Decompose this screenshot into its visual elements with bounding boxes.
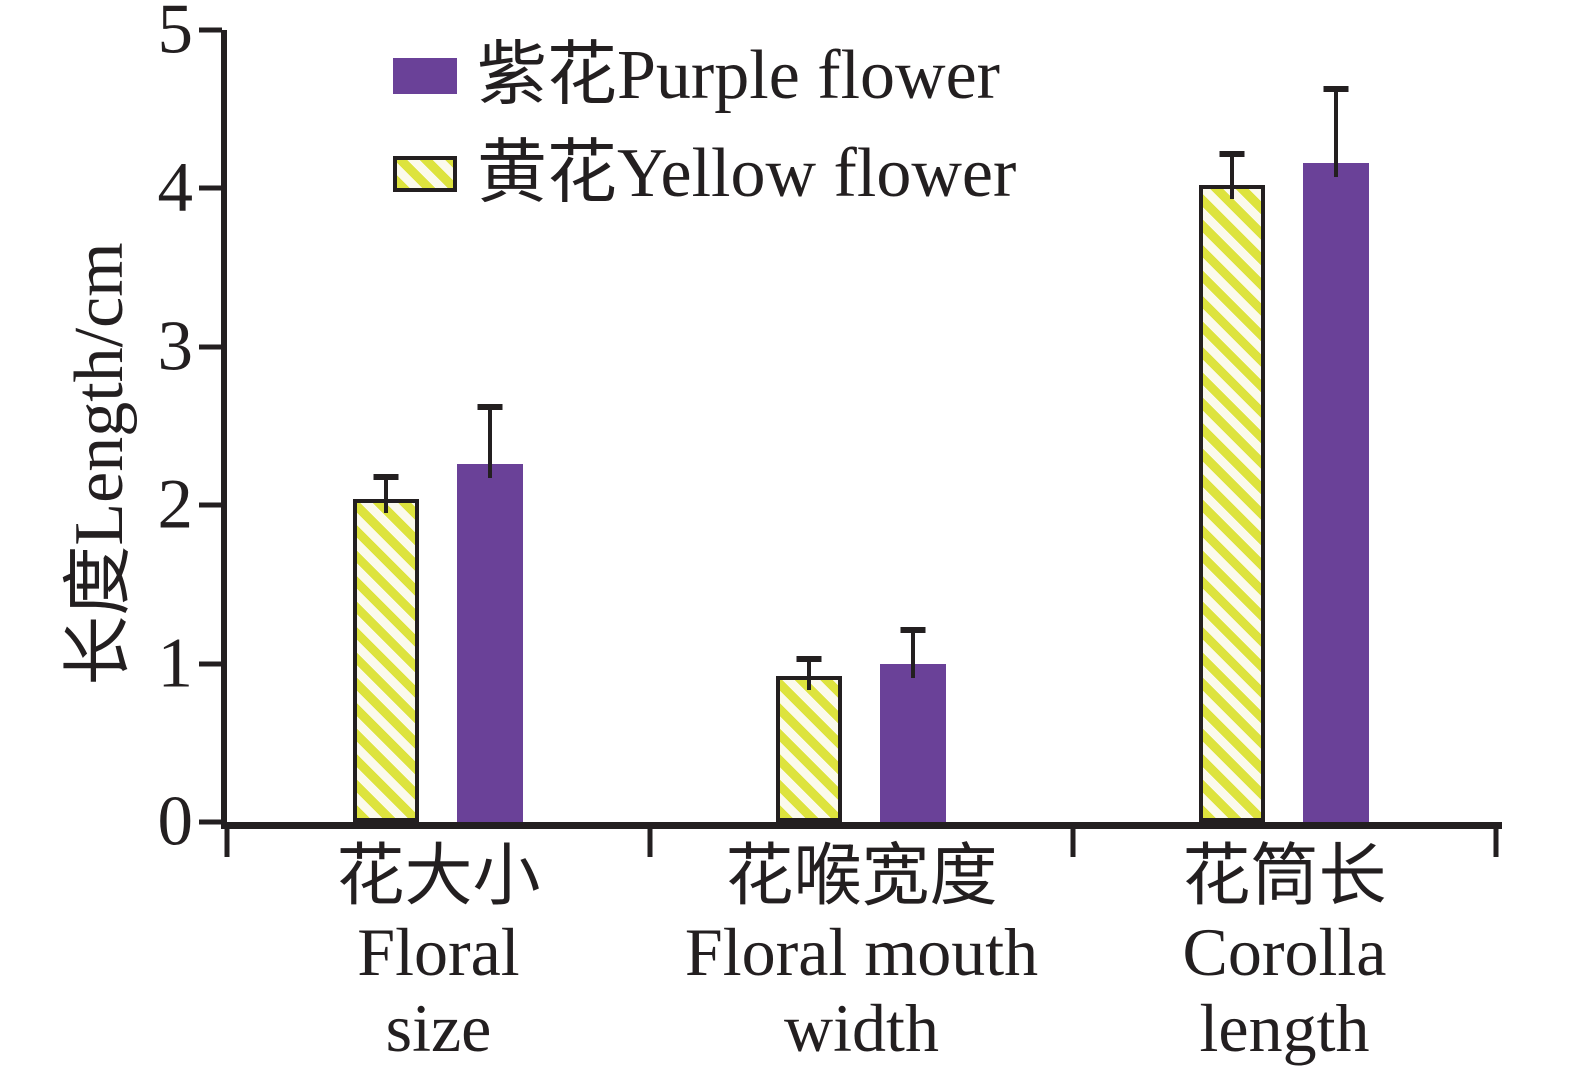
- error-bar-stem: [488, 406, 493, 478]
- category-label-zh: 花筒长: [1182, 838, 1387, 914]
- x-axis-line: [221, 822, 1502, 829]
- y-axis-tick-label: 1: [157, 624, 194, 703]
- y-axis-tick: [199, 819, 222, 825]
- error-bar-cap: [373, 473, 399, 480]
- y-axis-tick: [199, 661, 222, 667]
- y-axis-tick-label: 4: [157, 148, 194, 227]
- y-axis-tick: [199, 27, 222, 33]
- category-label: 花大小 Floral size: [336, 838, 540, 1066]
- x-axis-tick: [1070, 829, 1076, 857]
- error-bar-cap: [477, 403, 503, 410]
- error-bar-cap: [796, 655, 822, 662]
- y-axis-tick: [199, 344, 222, 350]
- category-label-zh: 花喉宽度: [725, 838, 998, 914]
- error-bar-cap: [1219, 150, 1245, 157]
- error-bar-stem: [1334, 88, 1339, 178]
- category-label: 花筒长 Corolla length: [1182, 838, 1386, 1066]
- y-axis-line: [221, 30, 227, 829]
- y-axis-tick: [199, 502, 222, 508]
- y-axis-tick: [199, 185, 222, 191]
- plot-area: 0 1 2 3 4 5 花大小 Floral size 花喉宽度 Floral mouth width…: [158, 0, 1502, 1066]
- bar-yellow-hatched: [775, 676, 842, 822]
- legend-item-yellow-flower: 黄花Yellow flower: [393, 138, 1016, 210]
- error-bar-cap: [900, 627, 926, 634]
- x-axis-tick: [1493, 829, 1499, 857]
- legend-swatch-yellow-hatched-icon: [393, 156, 457, 192]
- error-bar-stem: [1229, 153, 1234, 200]
- error-bar-stem: [383, 476, 388, 513]
- category-label-en: size: [385, 990, 492, 1066]
- category-label-en: Corolla: [1182, 914, 1387, 990]
- error-bar-stem: [806, 658, 811, 691]
- bar-purple-solid: [880, 663, 947, 822]
- legend-label-yellow-flower: 黄花Yellow flower: [477, 135, 1017, 212]
- bar-yellow-hatched: [352, 498, 419, 822]
- category-label-en: Floral: [357, 914, 520, 990]
- bar-purple-solid: [457, 464, 524, 822]
- legend-swatch-purple-icon: [393, 58, 457, 94]
- error-bar-cap: [1323, 85, 1349, 92]
- category-label-en: length: [1199, 990, 1370, 1066]
- category-label-en: width: [784, 990, 939, 1066]
- error-bar-stem: [911, 630, 916, 678]
- legend-label-purple-flower: 紫花Purple flower: [477, 37, 1000, 114]
- bar-purple-solid: [1303, 163, 1370, 822]
- y-axis-tick-label: 0: [157, 782, 194, 861]
- category-label: 花喉宽度 Floral mouth width: [685, 838, 1038, 1066]
- bar-yellow-hatched: [1198, 185, 1265, 822]
- legend: 紫花Purple flower 黄花Yellow flower: [393, 40, 1016, 210]
- x-axis-tick: [647, 829, 653, 857]
- y-axis-tick-label: 5: [157, 0, 194, 69]
- y-axis-tick-label: 3: [157, 307, 194, 386]
- x-axis-tick: [224, 829, 230, 857]
- category-label-zh: 花大小: [336, 838, 541, 914]
- legend-item-purple-flower: 紫花Purple flower: [393, 40, 1016, 112]
- y-axis-title: 长度Length/cm: [61, 242, 138, 686]
- y-axis-tick-label: 2: [157, 465, 194, 544]
- category-label-en: Floral mouth: [684, 914, 1039, 990]
